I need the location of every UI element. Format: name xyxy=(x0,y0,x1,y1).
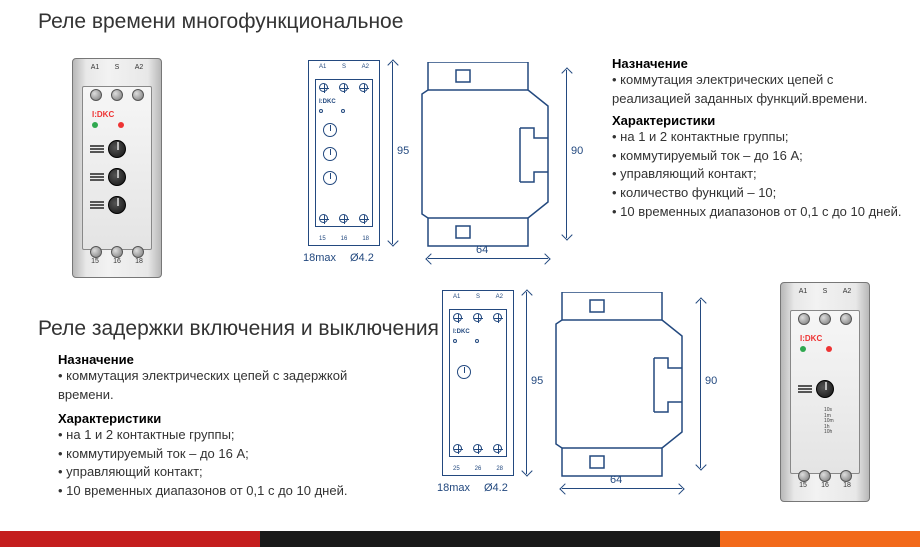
brand-logo: I:DKC xyxy=(92,110,114,119)
dim-h-label-2: 95 xyxy=(531,375,543,387)
stripe-orange xyxy=(720,531,920,547)
dim-depth-2 xyxy=(562,488,682,489)
dim-side-h-label-1: 90 xyxy=(571,145,583,157)
stripe-black xyxy=(260,531,720,547)
product-photo-multi: A1SA2 I:DKC 151618 xyxy=(72,58,162,278)
brand-logo: I:DKC xyxy=(800,334,822,343)
dim-height-1 xyxy=(392,62,393,244)
section2-title: Реле задержки включения и выключения xyxy=(38,317,439,341)
dim-side-h-label-2: 90 xyxy=(705,375,717,387)
dim-depth-label-2: 64 xyxy=(610,474,622,486)
dim-hole-label-2: Ø4.2 xyxy=(484,482,508,494)
side-drawing-1 xyxy=(420,62,560,257)
dim-w-label-2: 18max xyxy=(437,482,470,494)
section1-title: Реле времени многофункциональное xyxy=(38,10,403,34)
section1-text: Назначение коммутация электрических цепе… xyxy=(612,56,912,222)
dim-side-h-1 xyxy=(566,70,567,238)
product-photo-delay: A1SA2 I:DKC 10s1m10m1h10h 151618 xyxy=(780,282,870,502)
dim-hole-label-1: Ø4.2 xyxy=(350,252,374,264)
section2-text: Назначение коммутация электрических цепе… xyxy=(58,352,378,501)
dim-depth-1 xyxy=(428,258,548,259)
dim-depth-label-1: 64 xyxy=(476,244,488,256)
front-drawing-1: A1SA2 I:DKC 151618 xyxy=(308,60,380,246)
dim-w-label-1: 18max xyxy=(303,252,336,264)
footer-stripe xyxy=(0,531,920,547)
dim-side-h-2 xyxy=(700,300,701,468)
side-drawing-2 xyxy=(554,292,694,487)
front-drawing-2: A1SA2 I:DKC 252628 xyxy=(442,290,514,476)
dim-h-label-1: 95 xyxy=(397,145,409,157)
stripe-red xyxy=(0,531,260,547)
dim-height-2 xyxy=(526,292,527,474)
